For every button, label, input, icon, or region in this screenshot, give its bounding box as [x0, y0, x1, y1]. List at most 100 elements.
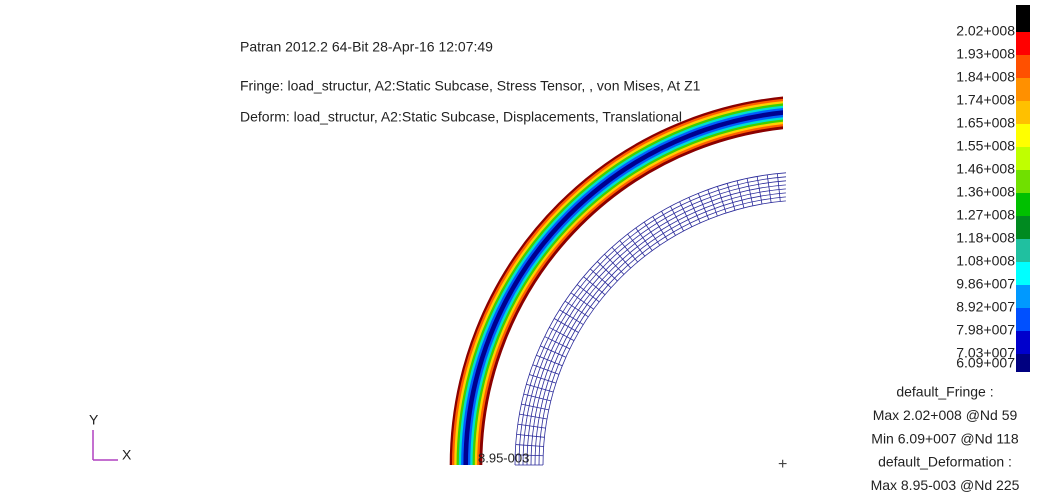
fringe-band — [451, 98, 783, 466]
legend-label: 1.36+008 — [956, 184, 1015, 200]
axis-y-label: Y — [89, 412, 99, 428]
mesh-radial — [688, 197, 701, 224]
legend-label: 2.02+008 — [956, 23, 1015, 39]
mesh-radial — [788, 173, 790, 201]
mesh-radial — [526, 383, 554, 393]
legend-label: 1.65+008 — [956, 115, 1015, 131]
mesh-arc — [530, 188, 786, 466]
mesh-radial — [726, 183, 736, 211]
mesh-radial — [643, 221, 661, 246]
legend-swatch — [1016, 262, 1030, 285]
mesh-radial — [756, 176, 763, 205]
mesh-radial — [627, 233, 646, 257]
mesh-radial — [549, 327, 575, 341]
legend-label: 1.74+008 — [956, 92, 1015, 108]
legend-swatch — [1016, 285, 1030, 308]
mesh-radial — [766, 174, 772, 203]
legend-swatch — [1016, 331, 1030, 354]
header-title: Patran 2012.2 64-Bit 28-Apr-16 12:07:49 — [240, 39, 493, 55]
mesh-radial — [516, 433, 545, 438]
fringe-band — [461, 108, 783, 466]
legend-swatch — [1016, 354, 1030, 372]
mesh-radial — [583, 276, 606, 295]
legend-label: 1.18+008 — [956, 230, 1015, 246]
fringe-band — [474, 121, 783, 466]
mesh-radial — [652, 216, 668, 241]
legend-swatch — [1016, 308, 1030, 331]
legend-label: 1.55+008 — [956, 138, 1015, 154]
mesh-arc — [538, 196, 786, 466]
legend-label: 7.98+007 — [956, 322, 1015, 338]
legend-label: 1.93+008 — [956, 46, 1015, 62]
summary-line: Max 8.95-003 @Nd 225 — [871, 477, 1020, 493]
legend-swatch — [1016, 193, 1030, 216]
mesh-radial — [559, 309, 584, 325]
mesh-radial — [661, 211, 676, 236]
legend-label: 7.03+007 — [956, 345, 1015, 361]
legend-swatch — [1016, 5, 1030, 32]
mesh-radial — [544, 336, 570, 350]
mesh-radial — [515, 454, 544, 457]
origin-cross: + — [778, 456, 787, 473]
header-fringe: Fringe: load_structur, A2:Static Subcase… — [240, 78, 701, 94]
mesh-radial — [540, 345, 567, 358]
mesh-arc — [518, 176, 786, 466]
summary-line: default_Deformation : — [878, 454, 1012, 470]
mesh-arc — [542, 200, 786, 466]
legend-swatch — [1016, 147, 1030, 170]
mesh-arc — [534, 192, 786, 466]
mesh-radial — [635, 227, 653, 251]
axis-x-label: X — [122, 447, 132, 463]
fringe-band — [479, 126, 783, 466]
mesh-arc — [526, 184, 786, 466]
legend-swatch — [1016, 124, 1030, 147]
mesh-arc — [514, 172, 786, 466]
legend-label: 1.84+008 — [956, 69, 1015, 85]
legend-swatch — [1016, 55, 1030, 78]
mesh-radial — [736, 180, 745, 208]
mesh-radial — [523, 393, 551, 402]
fringe-band — [470, 117, 783, 466]
legend-swatch — [1016, 170, 1030, 193]
legend-label: 1.27+008 — [956, 207, 1015, 223]
mesh-radial — [611, 246, 631, 269]
fringe-band — [456, 103, 783, 466]
fringe-band — [458, 105, 783, 466]
summary-line: Max 2.02+008 @Nd 59 — [873, 407, 1018, 423]
fringe-band — [463, 110, 783, 466]
mesh-radial — [515, 444, 544, 447]
mesh-radial — [619, 240, 638, 263]
mesh-radial — [679, 201, 693, 227]
fringe-band — [465, 112, 783, 466]
mesh-radial — [529, 374, 557, 384]
legend-swatch — [1016, 216, 1030, 239]
mesh-radial — [589, 268, 612, 288]
mesh-radial — [604, 253, 625, 275]
mesh-radial — [517, 423, 546, 429]
legend-label: 1.08+008 — [956, 253, 1015, 269]
fringe-band — [467, 115, 783, 466]
marker-label: 8.95-003 — [478, 450, 529, 465]
legend-label: 1.46+008 — [956, 161, 1015, 177]
mesh-radial — [596, 261, 618, 282]
mesh-radial — [519, 413, 548, 420]
fringe-band — [477, 124, 783, 466]
mesh-radial — [536, 354, 563, 367]
mesh-radial — [564, 300, 589, 318]
legend-label: 6.09+007 — [956, 355, 1015, 371]
mesh-radial — [521, 403, 549, 411]
mesh-radial — [554, 318, 579, 333]
legend: 2.02+008 1.93+008 1.84+008 1.74+008 1.65+008… — [956, 5, 1030, 372]
mesh-radial — [717, 186, 727, 214]
mesh-radial — [670, 206, 684, 232]
mesh-radial — [697, 193, 710, 220]
mesh-radial — [532, 364, 560, 375]
legend-swatch — [1016, 32, 1030, 55]
legend-label: 8.92+007 — [956, 299, 1015, 315]
mesh-arc — [522, 180, 786, 466]
legend-swatch — [1016, 101, 1030, 124]
fringe-band — [454, 101, 783, 466]
mesh-radial — [798, 172, 799, 200]
fringe-band — [449, 96, 783, 466]
